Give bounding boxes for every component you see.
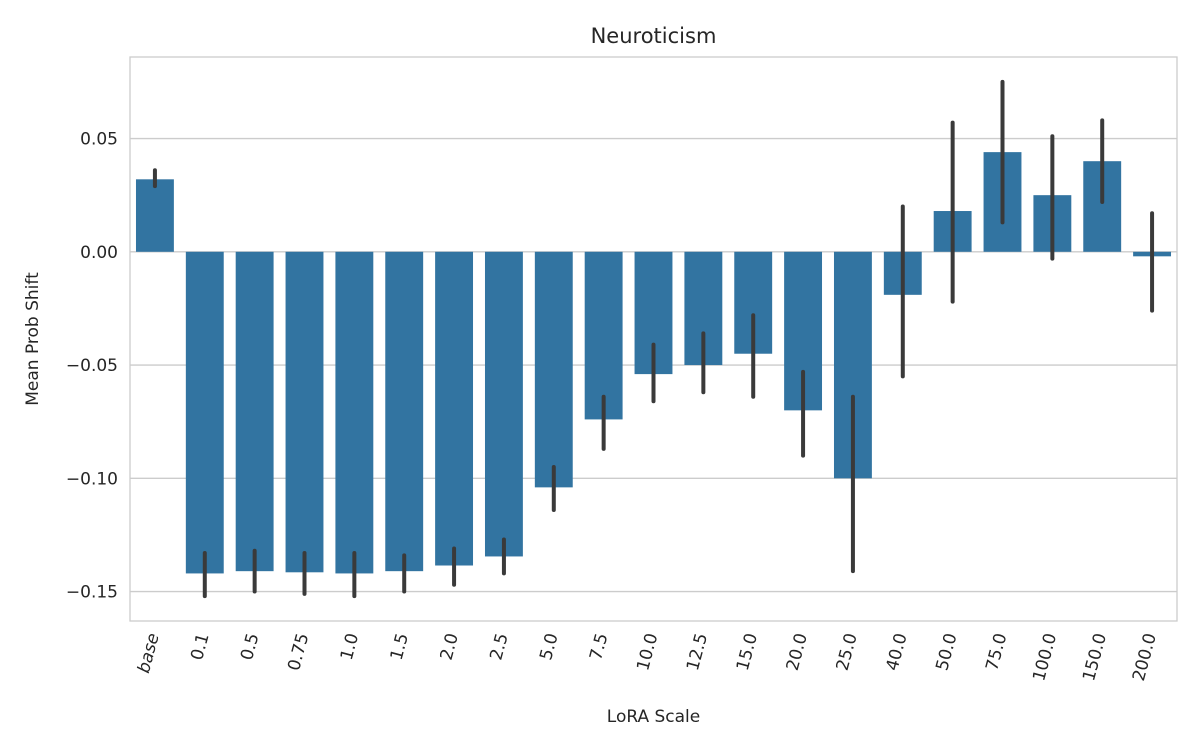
x-tick-labels: base 0.1 0.5 0.75 1.0 1.5 2.0 2.5 5.0 7.5 10.0 12.5…	[134, 631, 1161, 683]
bar-0.5	[235, 251, 274, 572]
x-tick-label: 1.5	[387, 631, 413, 662]
bar-1.0	[335, 251, 374, 574]
bar-2.0	[435, 251, 474, 566]
bar-5.0	[534, 251, 573, 488]
bar-0.1	[185, 251, 224, 574]
y-tick-label: −0.10	[66, 469, 118, 489]
x-tick-label: 40.0	[882, 631, 911, 673]
bar-0.75	[285, 251, 324, 573]
x-tick-label: 7.5	[586, 631, 612, 662]
y-tick-label: −0.15	[66, 583, 118, 603]
x-tick-label: 5.0	[536, 631, 562, 662]
error-bars	[152, 79, 1155, 599]
y-axis-label: Mean Prob Shift	[23, 272, 43, 406]
x-tick-label: 0.75	[284, 631, 313, 673]
x-tick-label: 75.0	[982, 631, 1011, 673]
x-tick-label: 150.0	[1079, 631, 1111, 683]
y-tick-label: −0.05	[66, 356, 118, 376]
bars	[135, 152, 1172, 574]
x-tick-label: 15.0	[733, 631, 762, 673]
x-tick-label: 1.0	[337, 631, 363, 662]
y-tick-labels: 0.05 0.00 −0.05 −0.10 −0.15	[66, 130, 118, 603]
bar-1.5	[385, 251, 424, 572]
x-tick-label: 2.0	[437, 631, 463, 662]
bar-base	[135, 179, 174, 252]
x-tick-label: 2.5	[486, 631, 512, 662]
x-tick-label: 0.5	[237, 631, 263, 662]
bar-7.5	[584, 251, 623, 420]
chart-title: Neuroticism	[591, 24, 717, 48]
x-tick-label: 200.0	[1129, 631, 1161, 683]
x-tick-label: 20.0	[783, 631, 812, 673]
x-tick-label: 100.0	[1029, 631, 1061, 683]
x-tick-label: 25.0	[833, 631, 862, 673]
y-tick-label: 0.00	[80, 243, 118, 263]
y-tick-label: 0.05	[80, 130, 118, 150]
plot-frame	[129, 56, 1178, 622]
x-tick-label: base	[134, 631, 164, 675]
bar-2.5	[484, 251, 523, 557]
x-tick-label: 12.5	[683, 631, 712, 673]
x-tick-label: 50.0	[932, 631, 961, 673]
x-axis-label: LoRA Scale	[607, 707, 700, 727]
x-tick-label: 10.0	[633, 631, 662, 673]
x-tick-label: 0.1	[187, 631, 213, 662]
